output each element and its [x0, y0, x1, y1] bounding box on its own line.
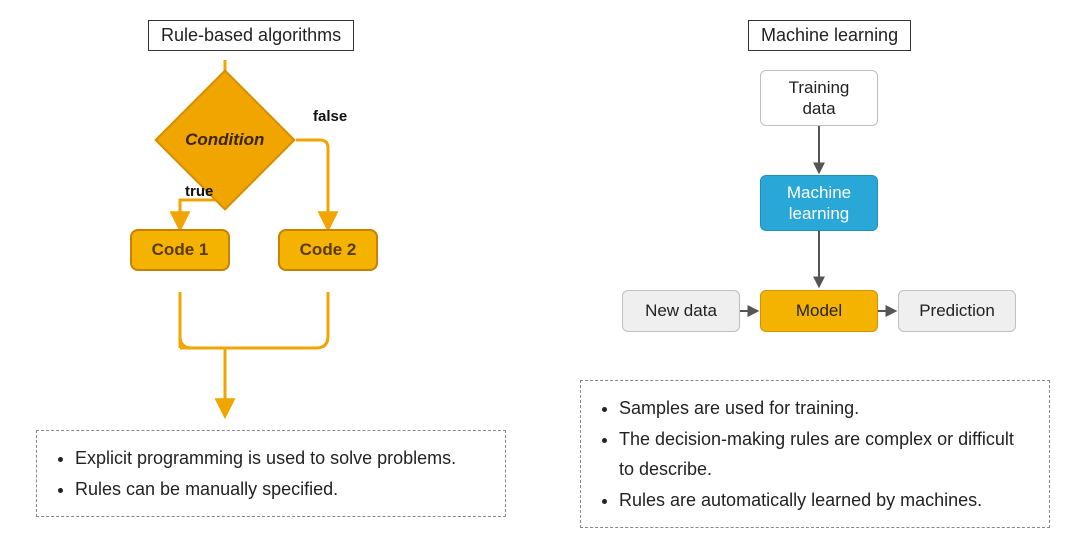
condition-label: Condition — [185, 130, 264, 150]
ml-node: Machine learning — [760, 175, 878, 231]
rule-based-description: Explicit programming is used to solve pr… — [36, 430, 506, 517]
code1-node: Code 1 — [130, 229, 230, 271]
rule-based-title: Rule-based algorithms — [148, 20, 354, 51]
code2-label: Code 2 — [300, 239, 357, 260]
code1-label: Code 1 — [152, 239, 209, 260]
code2-node: Code 2 — [278, 229, 378, 271]
training-data-node: Training data — [760, 70, 878, 126]
rule-based-panel: Rule-based algorithms — [0, 0, 540, 539]
model-node: Model — [760, 290, 878, 332]
ml-desc-1: Samples are used for training. — [619, 393, 1031, 424]
new-data-node: New data — [622, 290, 740, 332]
rule-desc-1: Explicit programming is used to solve pr… — [75, 443, 487, 474]
prediction-node: Prediction — [898, 290, 1016, 332]
machine-learning-panel: Machine learning Training data Machine l… — [540, 0, 1084, 539]
ml-title: Machine learning — [748, 20, 911, 51]
false-label: false — [313, 108, 347, 125]
ml-desc-3: Rules are automatically learned by machi… — [619, 485, 1031, 516]
true-label: true — [185, 183, 213, 200]
rule-based-arrows — [0, 0, 520, 430]
condition-node: Condition — [155, 105, 295, 175]
rule-desc-2: Rules can be manually specified. — [75, 474, 487, 505]
ml-desc-2: The decision-making rules are complex or… — [619, 424, 1031, 485]
ml-description: Samples are used for training. The decis… — [580, 380, 1050, 528]
